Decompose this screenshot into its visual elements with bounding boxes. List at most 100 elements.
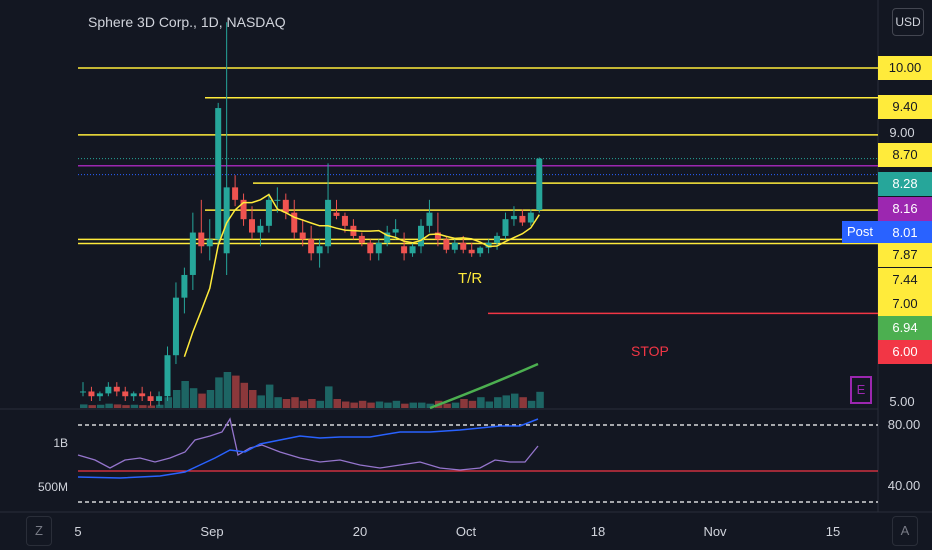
auto-scale-button[interactable]: A (892, 516, 918, 546)
candle-body (88, 391, 95, 397)
volume-bar (341, 401, 350, 408)
volume-bar (299, 400, 308, 408)
candle-body (299, 232, 306, 240)
volume-bar (189, 388, 198, 408)
candle-body (232, 187, 239, 200)
volume-bar (223, 372, 232, 408)
volume-bar (80, 404, 88, 408)
volume-bar (316, 400, 325, 408)
candle-body (147, 396, 154, 401)
volume-bar (265, 384, 274, 408)
volume-bar (105, 403, 113, 408)
volume-bar (122, 405, 130, 408)
candle-body (358, 235, 365, 243)
candle-body (502, 219, 509, 236)
volume-bar (451, 402, 460, 408)
price-label: 7.44 (878, 268, 932, 292)
candle-body (468, 249, 475, 254)
candle-body (527, 212, 534, 223)
indicator-tick-label: 40.00 (888, 478, 921, 493)
candle-body (215, 108, 222, 240)
volume-bar (350, 402, 358, 408)
candle-body (96, 393, 103, 397)
volume-bar (536, 391, 544, 408)
price-label: 7.00 (878, 292, 932, 316)
price-label: 9.40 (878, 95, 932, 119)
moving-average-line (183, 193, 540, 357)
volume-bar (325, 386, 333, 408)
candle-body (172, 297, 179, 356)
signal-line (77, 418, 539, 479)
volume-bar (232, 375, 240, 408)
volume-bar (519, 397, 527, 408)
candle-body (510, 215, 517, 220)
earnings-marker-icon[interactable]: E (850, 376, 872, 404)
candle-body (139, 393, 146, 397)
volume-tick-label: 500M (38, 480, 68, 494)
candle-body (164, 355, 171, 397)
volume-bar (274, 397, 282, 408)
candle-body (130, 393, 137, 397)
volume-bar (392, 400, 401, 408)
candle-body (265, 199, 272, 226)
volume-bar (147, 405, 156, 408)
volume-bar (181, 381, 189, 408)
candle-body (401, 246, 408, 254)
candle-body (156, 396, 163, 401)
volume-bar (477, 397, 485, 408)
time-tick-label: 18 (591, 524, 605, 539)
time-tick-label: 5 (74, 524, 81, 539)
price-tick-label: 9.00 (889, 125, 914, 140)
candle-body (536, 158, 543, 211)
price-label: 6.00 (878, 340, 932, 364)
price-label: 6.94 (878, 316, 932, 340)
volume-bar (401, 403, 409, 408)
candle-body (409, 246, 416, 254)
price-label: 10.00 (878, 56, 932, 80)
price-label: 8.70 (878, 143, 932, 167)
price-label: 8.16 (878, 197, 932, 221)
volume-bar (249, 390, 257, 408)
trend-curve (429, 362, 539, 410)
candle-body (494, 235, 501, 243)
volume-bar (198, 393, 206, 408)
currency-button[interactable]: USD (892, 8, 924, 36)
candle-body (418, 225, 424, 247)
price-label: 8.01 (878, 221, 932, 245)
volume-bar (443, 403, 451, 408)
candle-body (308, 239, 315, 254)
price-label: 7.87 (878, 243, 932, 267)
zoom-toggle-button[interactable]: Z (26, 516, 52, 546)
candle-body (375, 242, 382, 254)
volume-bar (139, 405, 147, 408)
time-tick-label: 20 (353, 524, 367, 539)
volume-bar (308, 399, 316, 408)
price-label: 8.28 (878, 172, 932, 196)
symbol-title[interactable]: Sphere 3D Corp., 1D, NASDAQ (88, 14, 286, 30)
candle-body (367, 242, 374, 254)
candle-body (198, 232, 205, 247)
candle-body (316, 246, 323, 254)
candle-body (519, 215, 526, 223)
volume-bar (130, 404, 139, 408)
volume-bar (172, 390, 181, 408)
time-tick-label: Oct (456, 524, 477, 539)
stop-annotation: STOP (631, 343, 669, 359)
tr-annotation: T/R (458, 270, 482, 287)
time-tick-label: 15 (826, 524, 840, 539)
volume-tick-label: 1B (53, 436, 68, 450)
volume-bar (510, 393, 519, 408)
candle-body (451, 242, 458, 250)
time-tick-label: Sep (200, 524, 223, 539)
candle-body (443, 239, 450, 250)
candle-body (477, 247, 484, 254)
volume-bar (468, 400, 477, 408)
volume-bar (282, 399, 291, 408)
candle-body (189, 232, 196, 275)
candle-body (341, 215, 348, 226)
price-tick-label: 5.00 (889, 394, 914, 409)
volume-bar (333, 399, 341, 408)
candle-body (282, 199, 289, 213)
candle-body (181, 274, 188, 298)
